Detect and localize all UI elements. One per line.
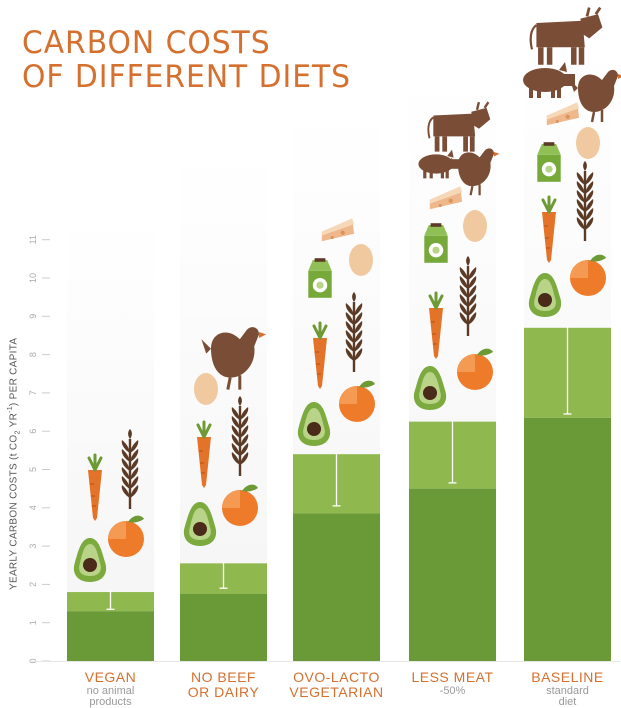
y-tick-label: 2 bbox=[28, 582, 38, 587]
milk-carton-icon bbox=[537, 142, 560, 182]
egg-icon bbox=[349, 244, 373, 276]
y-tick-label: 7 bbox=[28, 390, 38, 395]
y-tick-label: 8 bbox=[28, 352, 38, 357]
bar-lower bbox=[67, 611, 154, 661]
category-label: LESS MEAT bbox=[398, 670, 508, 684]
category-sublabel: products bbox=[56, 697, 166, 708]
egg-icon bbox=[576, 127, 600, 159]
y-tick-label: 9 bbox=[28, 314, 38, 319]
y-tick-label: 5 bbox=[28, 467, 38, 472]
egg-icon bbox=[194, 373, 218, 405]
y-tick-label: 3 bbox=[28, 544, 38, 549]
y-tick-label: 4 bbox=[28, 505, 38, 510]
y-tick-label: 6 bbox=[28, 429, 38, 434]
milk-carton-icon bbox=[424, 223, 447, 263]
bar-lower bbox=[293, 514, 380, 661]
bar-lower bbox=[524, 418, 611, 661]
category-label: OVO-LACTO bbox=[282, 670, 392, 684]
category-sublabel: diet bbox=[513, 697, 621, 708]
milk-carton-icon bbox=[308, 258, 331, 298]
category-label: NO BEEF bbox=[169, 670, 279, 684]
y-tick-label: 11 bbox=[28, 235, 38, 244]
y-tick-label: 10 bbox=[28, 273, 38, 283]
y-tick-label: 1 bbox=[28, 620, 38, 625]
bar-lower bbox=[409, 489, 496, 661]
bar-lower bbox=[180, 594, 267, 661]
category-label: VEGETARIAN bbox=[282, 685, 392, 699]
category-sublabel: -50% bbox=[398, 686, 508, 697]
category-label: OR DAIRY bbox=[169, 685, 279, 699]
egg-icon bbox=[463, 210, 487, 242]
category-label: BASELINE bbox=[513, 670, 621, 684]
category-label: VEGAN bbox=[56, 670, 166, 684]
